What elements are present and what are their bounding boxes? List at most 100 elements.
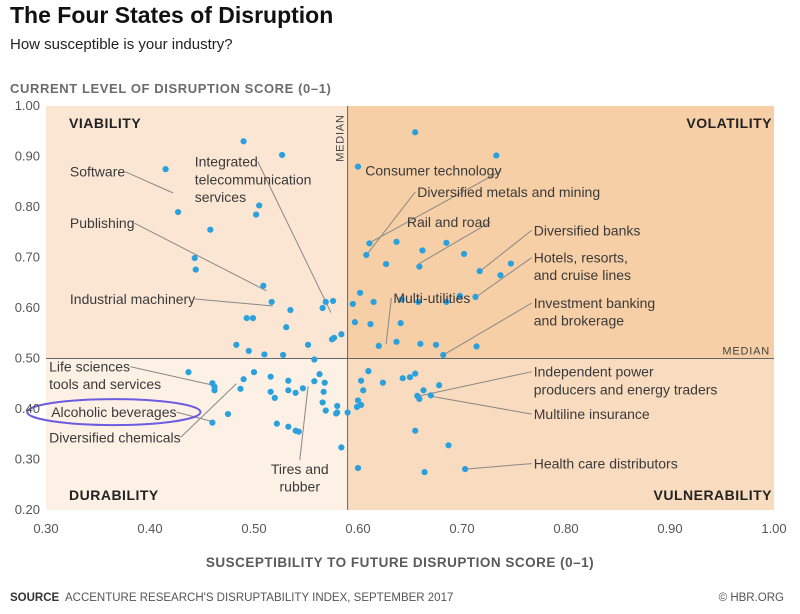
industry-label: Publishing bbox=[70, 215, 135, 231]
x-tick-label: 0.50 bbox=[241, 521, 266, 536]
y-tick-label: 0.80 bbox=[15, 199, 40, 214]
chart-subtitle: How susceptible is your industry? bbox=[10, 36, 233, 53]
median-label-horizontal: MEDIAN bbox=[722, 346, 770, 358]
data-point bbox=[338, 444, 345, 451]
data-point bbox=[224, 410, 232, 418]
data-point bbox=[443, 239, 450, 246]
quadrant-viability-bg bbox=[46, 106, 348, 359]
data-point bbox=[174, 208, 182, 216]
industry-label: Diversified banks bbox=[534, 222, 641, 238]
data-point bbox=[267, 373, 274, 380]
data-point bbox=[399, 375, 406, 382]
data-point bbox=[412, 129, 419, 136]
data-point bbox=[493, 152, 500, 159]
leader-line bbox=[257, 161, 332, 313]
x-tick-label: 0.70 bbox=[449, 521, 474, 536]
leader-line bbox=[419, 221, 491, 264]
y-tick-label: 0.30 bbox=[15, 452, 40, 467]
data-point bbox=[320, 388, 327, 395]
data-point bbox=[358, 401, 365, 409]
data-point bbox=[329, 297, 337, 305]
data-point bbox=[243, 315, 250, 322]
data-point bbox=[280, 351, 287, 359]
data-point bbox=[360, 387, 367, 394]
quadrant-label: VULNERABILITY bbox=[654, 487, 773, 503]
industry-label: rubber bbox=[280, 478, 321, 494]
data-point bbox=[256, 202, 263, 209]
data-point bbox=[319, 304, 326, 312]
data-point bbox=[285, 377, 292, 384]
data-point bbox=[393, 338, 400, 345]
data-point bbox=[420, 387, 427, 394]
leader-line bbox=[129, 366, 216, 387]
y-tick-label: 0.40 bbox=[15, 401, 40, 416]
data-point bbox=[412, 427, 419, 434]
data-point bbox=[375, 342, 382, 349]
data-point bbox=[240, 376, 247, 383]
industry-label: Rail and road bbox=[407, 214, 490, 230]
quadrant-label: VOLATILITY bbox=[686, 115, 772, 131]
data-point bbox=[328, 336, 336, 343]
quadrant-volatility-bg bbox=[347, 106, 774, 359]
leader-line bbox=[370, 170, 502, 243]
data-point bbox=[397, 320, 404, 327]
industry-label: tools and services bbox=[49, 376, 161, 392]
highlight-ellipse bbox=[26, 398, 202, 427]
industry-label: Industrial machinery bbox=[70, 291, 195, 307]
data-point bbox=[191, 254, 198, 262]
leader-line bbox=[195, 298, 273, 307]
credit: © HBR.ORG bbox=[718, 592, 784, 604]
data-point bbox=[260, 282, 267, 289]
industry-label: Independent power bbox=[534, 364, 654, 380]
data-point bbox=[379, 379, 387, 386]
leader-line bbox=[180, 383, 237, 438]
data-point bbox=[398, 296, 405, 303]
data-point bbox=[460, 250, 468, 258]
leader-line bbox=[465, 463, 532, 470]
source-label: SOURCE bbox=[10, 592, 60, 604]
data-point bbox=[354, 464, 362, 472]
industry-label: Hotels, resorts, bbox=[534, 250, 628, 266]
industry-label: Life sciences bbox=[49, 359, 130, 375]
data-point bbox=[268, 298, 275, 306]
data-point bbox=[419, 247, 426, 254]
data-point bbox=[415, 298, 422, 306]
leader-line bbox=[444, 302, 533, 355]
data-point bbox=[316, 371, 323, 378]
x-tick-label: 0.40 bbox=[137, 521, 162, 536]
y-tick-label: 1.00 bbox=[15, 98, 40, 113]
data-point bbox=[354, 163, 362, 170]
industry-label: and brokerage bbox=[534, 313, 625, 329]
y-tick-label: 0.20 bbox=[15, 502, 40, 517]
leader-line bbox=[124, 171, 174, 194]
data-point bbox=[421, 469, 428, 476]
leader-line bbox=[368, 191, 416, 253]
industry-label: Integrated bbox=[195, 154, 258, 170]
data-point bbox=[417, 340, 424, 347]
data-point bbox=[363, 251, 370, 259]
data-point bbox=[245, 347, 252, 355]
industry-label: Diversified metals and mining bbox=[417, 184, 600, 200]
data-point bbox=[412, 370, 419, 377]
data-point bbox=[351, 319, 358, 326]
data-point bbox=[287, 306, 294, 314]
data-point bbox=[207, 226, 214, 233]
x-tick-label: 0.60 bbox=[345, 521, 370, 536]
industry-label: Multiline insurance bbox=[534, 406, 650, 422]
data-point bbox=[271, 394, 278, 401]
leader-line bbox=[134, 222, 267, 292]
data-point bbox=[295, 428, 302, 435]
data-point bbox=[319, 399, 326, 406]
leader-line bbox=[299, 386, 309, 461]
data-point bbox=[250, 369, 258, 376]
data-point bbox=[349, 300, 356, 308]
data-point bbox=[334, 402, 341, 410]
x-tick-label: 1.00 bbox=[761, 521, 786, 536]
data-point bbox=[365, 368, 372, 375]
data-point bbox=[321, 379, 328, 386]
industry-label: services bbox=[195, 189, 246, 205]
data-point bbox=[472, 293, 479, 300]
y-tick-label: 0.60 bbox=[15, 300, 40, 315]
data-point bbox=[240, 138, 247, 145]
data-point bbox=[370, 298, 377, 306]
